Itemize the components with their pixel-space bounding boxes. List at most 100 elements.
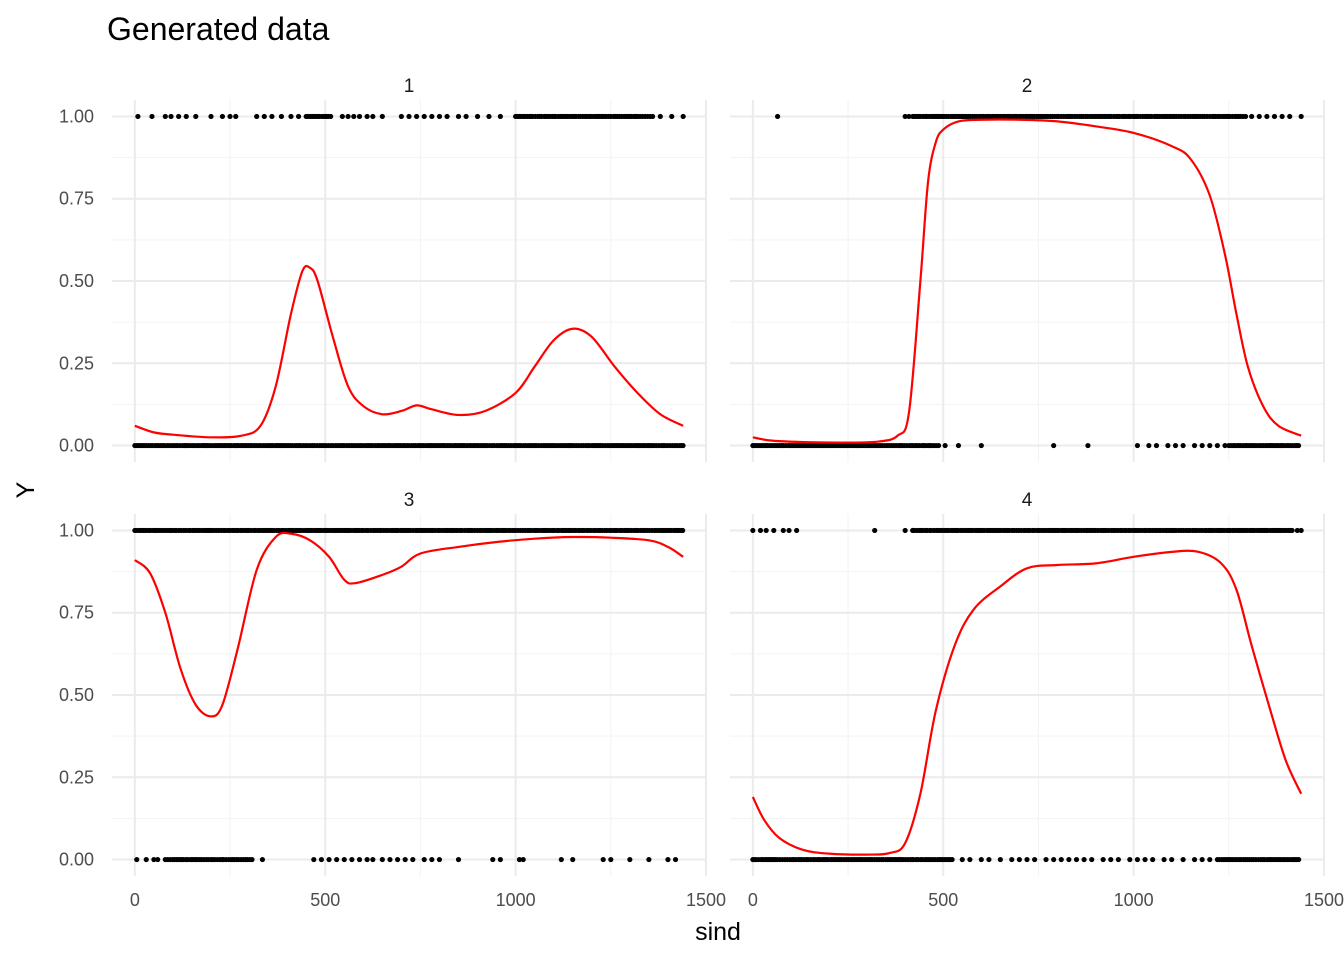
data-point xyxy=(1298,113,1304,120)
data-point xyxy=(339,113,345,120)
data-point xyxy=(516,856,523,863)
data-point xyxy=(1264,113,1270,120)
data-point xyxy=(1180,442,1186,449)
data-point xyxy=(1165,442,1171,449)
data-point xyxy=(328,113,334,120)
data-point xyxy=(1289,527,1295,534)
data-point xyxy=(1199,442,1205,449)
data-point xyxy=(414,113,420,120)
data-point xyxy=(1294,527,1300,534)
smooth-line xyxy=(134,264,684,439)
data-point xyxy=(657,113,663,120)
data-point xyxy=(786,527,792,534)
data-point xyxy=(936,442,942,449)
data-point xyxy=(1066,856,1072,863)
data-point xyxy=(410,856,416,863)
data-point xyxy=(558,856,564,863)
data-point xyxy=(474,113,481,120)
data-point xyxy=(955,442,962,449)
data-point xyxy=(1134,856,1141,863)
data-point xyxy=(1146,442,1152,449)
data-point xyxy=(455,856,462,863)
data-point xyxy=(334,856,340,863)
data-point xyxy=(436,113,443,120)
data-point xyxy=(1058,856,1064,863)
y-tick-label: 0.50 xyxy=(59,685,94,705)
data-point xyxy=(570,856,576,863)
data-point xyxy=(949,856,955,863)
data-point xyxy=(1043,856,1049,863)
facet-panel-2: 2 xyxy=(730,76,1325,462)
data-point xyxy=(1127,856,1133,863)
data-points xyxy=(132,527,686,863)
x-tick-label: 1000 xyxy=(496,890,536,910)
data-point xyxy=(261,113,267,120)
y-tick-label: 0.00 xyxy=(59,850,94,870)
facet-panel-3: 3 0.00 0.25 0.50 0.75 1.00 0 500 1000 1500 xyxy=(59,490,726,910)
data-point xyxy=(370,856,376,863)
data-point xyxy=(978,856,984,863)
data-point xyxy=(1089,856,1095,863)
data-point xyxy=(345,113,351,120)
data-point xyxy=(208,113,214,120)
data-point xyxy=(135,113,141,120)
data-point xyxy=(227,113,233,120)
data-point xyxy=(608,856,614,863)
data-point xyxy=(1207,442,1213,449)
x-tick-label: 1500 xyxy=(686,890,726,910)
x-tick-label: 0 xyxy=(130,890,140,910)
data-point xyxy=(219,113,226,120)
data-point xyxy=(1298,527,1304,534)
data-point xyxy=(311,856,317,863)
data-point xyxy=(151,856,157,863)
data-point xyxy=(490,856,496,863)
data-point xyxy=(421,856,427,863)
data-point xyxy=(421,113,427,120)
data-point xyxy=(1161,856,1167,863)
facet-label-4: 4 xyxy=(1022,490,1033,511)
data-point xyxy=(872,527,878,534)
data-point xyxy=(1296,856,1302,863)
data-point xyxy=(497,856,503,863)
data-point xyxy=(1214,442,1220,449)
data-point xyxy=(387,856,393,863)
data-point xyxy=(444,113,450,120)
data-point xyxy=(497,113,503,120)
data-point xyxy=(672,856,679,863)
y-tick-label: 1.00 xyxy=(59,106,94,126)
data-point xyxy=(910,527,916,534)
data-point xyxy=(600,856,606,863)
data-point xyxy=(997,856,1003,863)
facet-panel-1: 1 0.00 0.25 0.50 0.75 1.00 xyxy=(59,76,707,462)
data-point xyxy=(1134,442,1141,449)
data-point xyxy=(959,856,965,863)
x-tick-label: 500 xyxy=(310,890,340,910)
data-point xyxy=(794,527,800,534)
data-point xyxy=(1153,442,1160,449)
facet-label-2: 2 xyxy=(1022,76,1033,97)
data-point xyxy=(771,527,777,534)
data-point xyxy=(1051,856,1057,863)
data-point xyxy=(162,113,168,120)
data-point xyxy=(254,113,260,120)
data-point xyxy=(364,856,370,863)
data-point xyxy=(1295,442,1302,449)
data-point xyxy=(176,113,182,120)
data-point xyxy=(429,113,435,120)
y-axis-title: Y xyxy=(12,481,40,498)
data-points xyxy=(750,527,1304,863)
data-point xyxy=(356,113,363,120)
data-point xyxy=(288,113,294,120)
facet-panels: 10.000.250.500.751.00230.000.250.500.751… xyxy=(59,76,1344,910)
data-point xyxy=(1169,856,1175,863)
data-point xyxy=(967,856,973,863)
data-point xyxy=(486,113,492,120)
data-point xyxy=(455,113,462,120)
y-tick-label: 0.75 xyxy=(59,189,94,209)
data-point xyxy=(750,527,756,534)
y-tick-label: 0.75 xyxy=(59,603,94,623)
data-point xyxy=(463,113,469,120)
data-point xyxy=(379,856,385,863)
smooth-line xyxy=(751,549,1303,856)
